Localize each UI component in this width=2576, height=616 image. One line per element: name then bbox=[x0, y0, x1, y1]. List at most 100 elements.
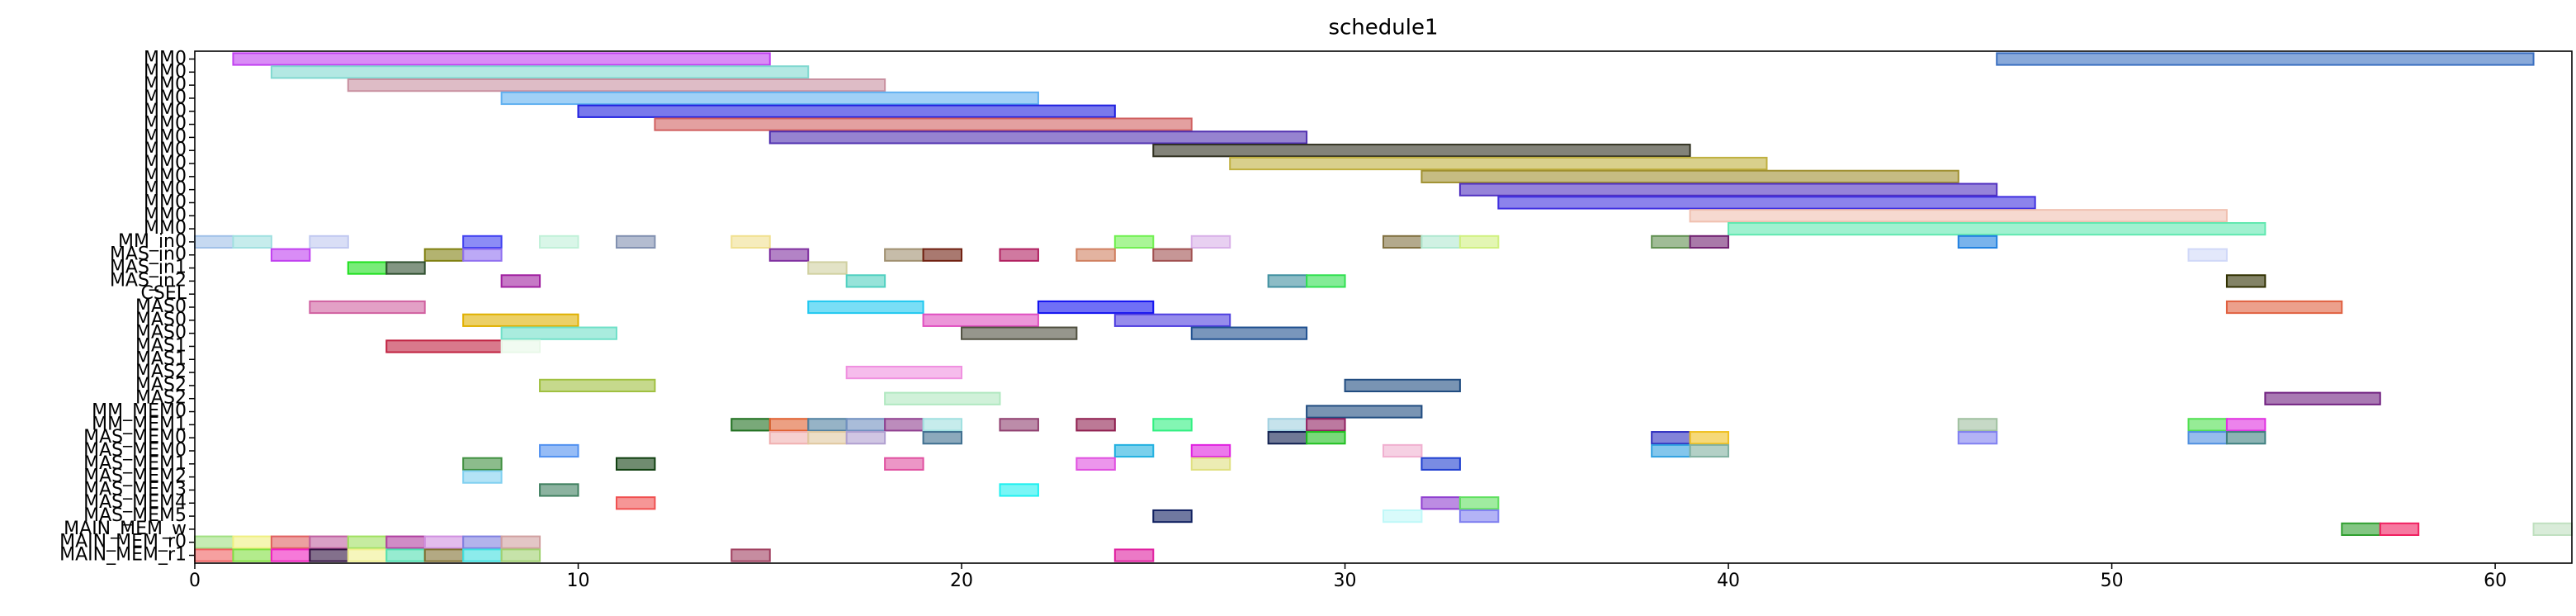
bar bbox=[1152, 144, 1691, 158]
bar bbox=[1420, 235, 1461, 249]
y-tick-label: MM_MEM1 bbox=[92, 414, 187, 434]
bar bbox=[385, 548, 426, 562]
y-tick-label: MAIN_MEM_r1 bbox=[59, 545, 187, 566]
bar bbox=[1651, 235, 1691, 249]
bar bbox=[922, 431, 963, 445]
bar bbox=[1190, 457, 1231, 471]
bar bbox=[1458, 235, 1500, 249]
bar bbox=[1957, 235, 1998, 249]
bar bbox=[1420, 169, 1959, 183]
bar bbox=[2341, 522, 2381, 536]
y-tick-label: MAS_MEM1 bbox=[83, 453, 187, 474]
y-tick-label: MAS_MEM0 bbox=[83, 440, 187, 461]
y-tick-label: MAS_in2 bbox=[110, 270, 187, 291]
bar bbox=[999, 248, 1039, 262]
bar bbox=[1689, 443, 1730, 458]
bar bbox=[1267, 418, 1308, 432]
bar bbox=[768, 431, 810, 445]
y-tick-label: MAS_MEM2 bbox=[83, 467, 187, 487]
y-tick-label: MM0 bbox=[144, 48, 187, 69]
bar bbox=[270, 65, 810, 79]
bar bbox=[2264, 391, 2381, 405]
y-tick-label: MAIN_MEM_r0 bbox=[59, 532, 187, 552]
bar bbox=[1383, 443, 1423, 458]
bar bbox=[845, 274, 886, 288]
bar bbox=[462, 535, 503, 549]
chart-title: schedule1 bbox=[1328, 16, 1438, 40]
y-tick-label: MM0 bbox=[144, 218, 187, 239]
bar bbox=[1267, 274, 1308, 288]
bar bbox=[768, 248, 810, 262]
x-tick-label: 50 bbox=[2101, 571, 2124, 591]
bar bbox=[423, 535, 465, 549]
bar bbox=[1306, 405, 1423, 419]
bar bbox=[884, 248, 924, 262]
bar bbox=[1037, 300, 1155, 315]
bar bbox=[462, 470, 503, 484]
bar bbox=[845, 431, 886, 445]
bar bbox=[500, 91, 1039, 106]
y-tick-label: MM0 bbox=[144, 179, 187, 200]
y-tick-label: MAIN_MEM_w bbox=[64, 519, 187, 539]
bar bbox=[500, 548, 541, 562]
y-tick-label: MAS0 bbox=[135, 323, 187, 344]
bar bbox=[1190, 326, 1308, 340]
bar bbox=[1344, 378, 1461, 393]
bar bbox=[385, 339, 503, 353]
bar bbox=[500, 326, 617, 340]
bar bbox=[1190, 443, 1231, 458]
bar bbox=[539, 378, 656, 393]
bar bbox=[1306, 418, 1346, 432]
bar bbox=[1689, 209, 2228, 223]
bar bbox=[232, 548, 272, 562]
bar bbox=[539, 235, 579, 249]
bar bbox=[347, 535, 388, 549]
y-tick-label: MAS2 bbox=[135, 388, 187, 409]
bar bbox=[999, 418, 1039, 432]
bar bbox=[615, 457, 656, 471]
bar bbox=[1267, 431, 1308, 445]
bar bbox=[1113, 443, 1155, 458]
bar bbox=[2225, 274, 2266, 288]
bar bbox=[1689, 235, 1730, 249]
bar bbox=[1113, 235, 1155, 249]
y-tick-label: MM0 bbox=[144, 74, 187, 95]
bar bbox=[884, 391, 1001, 405]
bar bbox=[1383, 509, 1423, 524]
y-tick-label: MM0 bbox=[144, 205, 187, 225]
bar bbox=[1075, 457, 1116, 471]
bar bbox=[2187, 431, 2228, 445]
bar bbox=[1458, 509, 1500, 524]
bar bbox=[1152, 509, 1193, 524]
bar bbox=[423, 548, 465, 562]
bar bbox=[1728, 221, 2266, 236]
bar bbox=[2187, 248, 2228, 262]
bar bbox=[1229, 156, 1768, 171]
bar bbox=[2225, 300, 2343, 315]
bar bbox=[577, 104, 1116, 118]
bar bbox=[730, 548, 771, 562]
bar bbox=[1420, 457, 1461, 471]
bar bbox=[232, 52, 771, 66]
y-tick-label: MM0 bbox=[144, 126, 187, 147]
y-tick-label: MM0 bbox=[144, 101, 187, 121]
bar bbox=[615, 496, 656, 510]
y-tick-label: MAS0 bbox=[135, 310, 187, 330]
y-tick-label: CSEL bbox=[141, 283, 187, 304]
y-tick-label: MAS_in0 bbox=[110, 244, 187, 265]
bar bbox=[807, 418, 848, 432]
bar bbox=[1651, 431, 1691, 445]
x-tick-label: 60 bbox=[2484, 571, 2507, 591]
bar bbox=[1190, 235, 1231, 249]
bar bbox=[961, 326, 1078, 340]
bar bbox=[922, 313, 1039, 327]
y-tick-label: MM0 bbox=[144, 114, 187, 135]
bar bbox=[309, 535, 349, 549]
y-tick-label: MM0 bbox=[144, 153, 187, 173]
x-tick-label: 20 bbox=[950, 571, 973, 591]
y-tick-label: MAS2 bbox=[135, 362, 187, 382]
bar bbox=[232, 235, 272, 249]
bar bbox=[347, 78, 886, 92]
